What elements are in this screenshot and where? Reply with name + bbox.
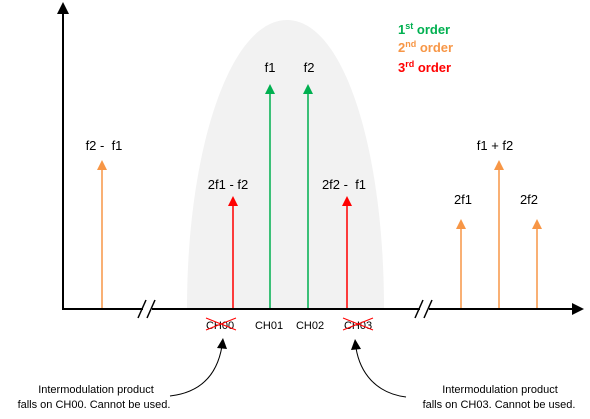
channel-label-ch02: CH02 bbox=[296, 320, 324, 332]
label-2f1: 2f1 bbox=[454, 192, 472, 207]
y-axis-arrowhead bbox=[57, 2, 69, 14]
note-right-line-1: Intermodulation product bbox=[442, 384, 558, 396]
label-2f2: 2f2 bbox=[520, 192, 538, 207]
label-f1-plus-f2: f1 + f2 bbox=[477, 138, 514, 153]
legend-second-order: 2nd order bbox=[398, 39, 453, 55]
x-axis-arrowhead bbox=[572, 303, 584, 315]
label-f1: f1 bbox=[265, 60, 276, 75]
line-f2-minus-f1 bbox=[97, 160, 107, 308]
line-f1-plus-f2 bbox=[494, 160, 504, 308]
passband-shape bbox=[187, 20, 384, 308]
line-2f2-minus-f1 bbox=[342, 196, 352, 308]
line-2f2 bbox=[532, 219, 542, 308]
line-f1 bbox=[265, 84, 275, 308]
channel-label-ch01: CH01 bbox=[255, 320, 283, 332]
label-2f2-minus-f1: 2f2 - f1 bbox=[322, 177, 366, 192]
channel-label-ch03: CH03 bbox=[344, 320, 372, 332]
label-f2: f2 bbox=[304, 60, 315, 75]
line-f2 bbox=[303, 84, 313, 308]
legend-third-order: 3rd order bbox=[398, 59, 451, 75]
channel-label-ch00: CH00 bbox=[206, 320, 234, 332]
label-2f1-minus-f2: 2f1 - f2 bbox=[208, 177, 248, 192]
label-f2-minus-f1: f2 - f1 bbox=[86, 138, 123, 153]
legend-first-order: 1st order bbox=[398, 21, 450, 37]
axis-break-mark bbox=[146, 299, 156, 319]
note-left-line-1: Intermodulation product bbox=[38, 384, 154, 396]
line-2f1 bbox=[456, 219, 466, 308]
curved-arrow-left bbox=[169, 338, 227, 397]
note-right-line-2: falls on CH03. Cannot be used. bbox=[423, 399, 576, 411]
note-left-line-2: falls on CH00. Cannot be used. bbox=[18, 399, 171, 411]
axis-break-mark bbox=[137, 299, 147, 319]
strike-ch00 bbox=[205, 317, 237, 331]
line-2f1-minus-f2 bbox=[228, 196, 238, 308]
strike-ch03 bbox=[342, 317, 374, 331]
curved-arrow-right bbox=[351, 339, 407, 398]
axis-break-mark bbox=[414, 299, 424, 319]
axis-break-mark bbox=[423, 299, 433, 319]
